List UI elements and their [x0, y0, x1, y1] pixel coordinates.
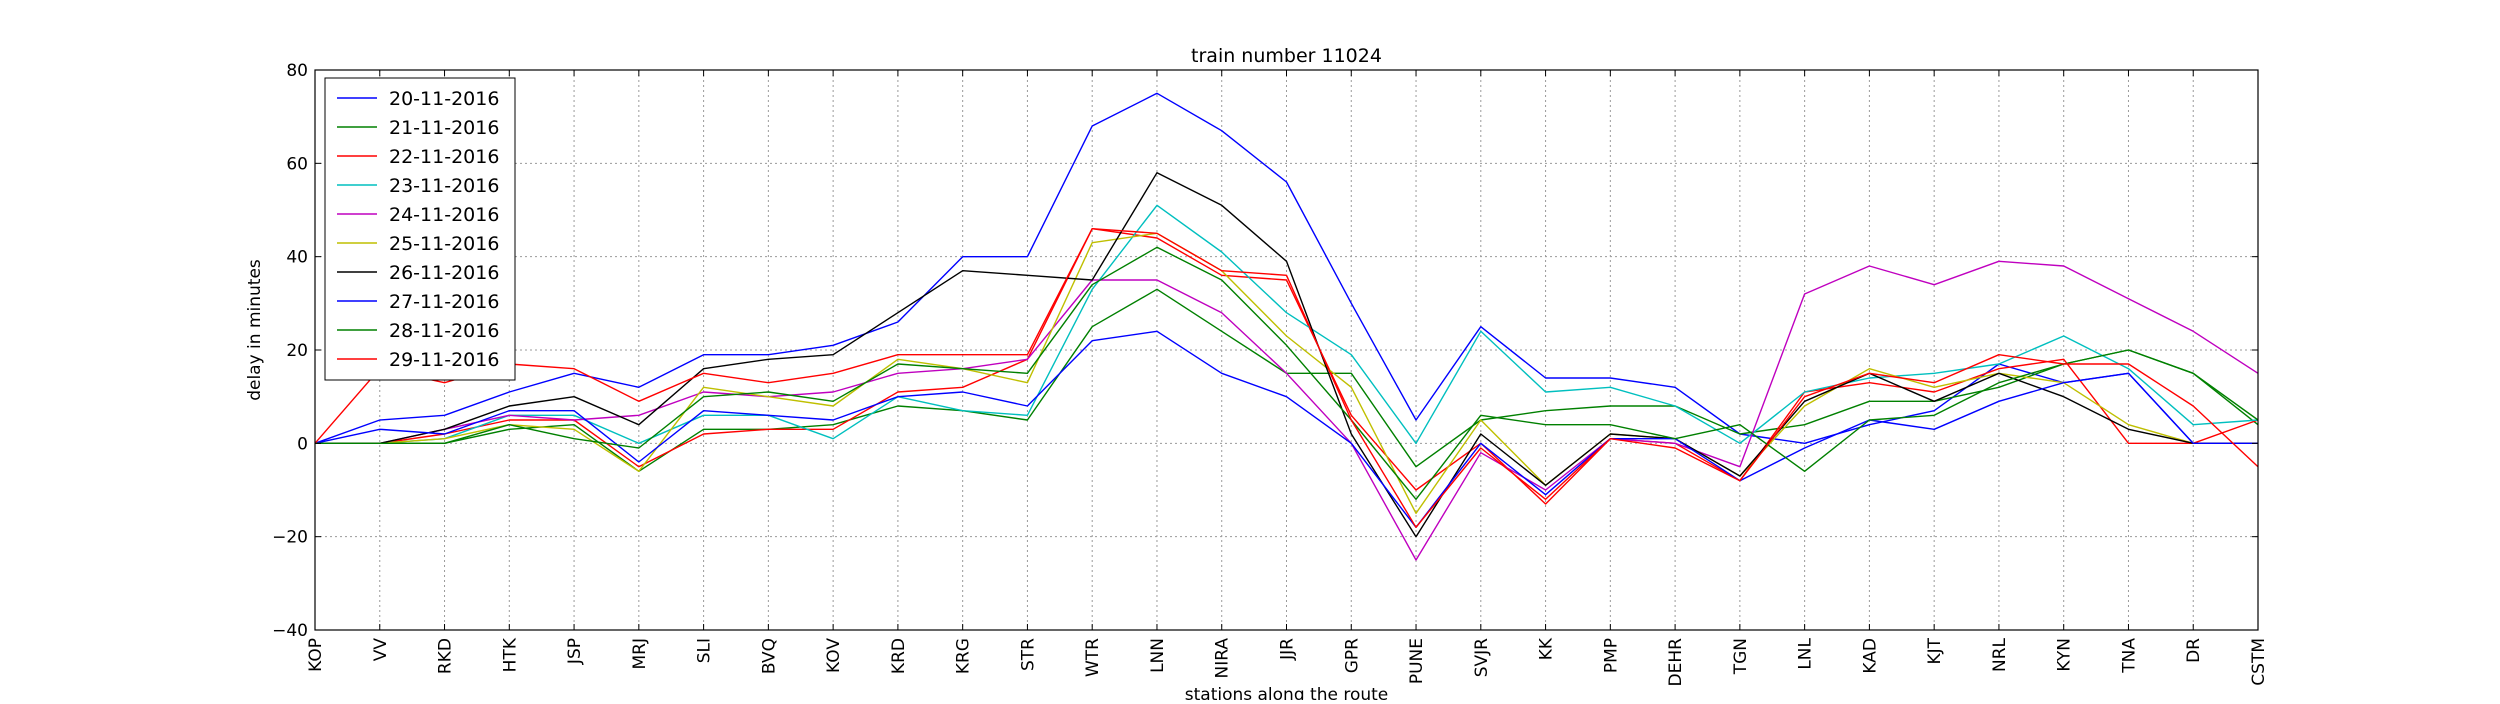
legend: 20-11-2016 21-11-2016 22-11-2016 23-11-2016… [324, 77, 516, 381]
y-tick-label: −20 [272, 528, 308, 548]
legend-label: 26-11-2016 [389, 262, 499, 284]
x-tick-label: KAD [1860, 638, 1880, 674]
y-axis-title: delay in minutes [245, 259, 265, 401]
y-tick-label: −40 [272, 621, 308, 641]
x-tick-label: KJT [1925, 637, 1945, 664]
x-tick-label: KK [1537, 637, 1557, 660]
legend-label: 23-11-2016 [389, 175, 499, 197]
y-tick-label: 80 [286, 61, 308, 81]
x-tick-label: DEHR [1666, 638, 1686, 687]
x-tick-label: TNA [2119, 638, 2139, 674]
y-tick-label: 40 [286, 248, 308, 268]
axis-ticks [314, 69, 2259, 631]
legend-label: 27-11-2016 [389, 291, 499, 313]
x-tick-label: CSTM [2249, 638, 2269, 686]
chart-title: train number 11024 [1191, 45, 1382, 67]
series-line [315, 204, 2259, 444]
x-tick-label: VV [371, 638, 391, 662]
legend-label: 22-11-2016 [389, 146, 499, 168]
x-tick-label: PUNE [1407, 638, 1427, 684]
x-tick-label: KOV [824, 638, 844, 673]
series-lines [314, 92, 2259, 561]
x-axis-title: stations along the route [1185, 685, 1389, 700]
x-tick-label: KRG [954, 638, 974, 674]
x-tick-labels: KOP VV RKD HTK JSP MRJ SLI BVQ KOV KRD KRG STR WTR LN… [306, 637, 2269, 686]
y-tick-label: 20 [286, 341, 308, 361]
x-tick-label: SLI [695, 638, 715, 663]
legend-label: 28-11-2016 [389, 320, 499, 342]
x-tick-label: GPR [1342, 638, 1362, 673]
y-tick-label: 60 [286, 154, 308, 174]
x-tick-label: NIRA [1213, 638, 1233, 679]
series-line [315, 227, 2259, 505]
x-tick-label: NRL [1990, 637, 2010, 672]
x-tick-label: WTR [1083, 638, 1103, 677]
x-tick-label: BVQ [759, 638, 779, 674]
y-tick-labels: 80 60 40 20 0 −20 −40 [272, 61, 308, 641]
series-line [315, 260, 2259, 561]
series-line [314, 227, 2259, 528]
legend-label: 25-11-2016 [389, 233, 499, 255]
x-tick-label: JSP [565, 638, 585, 665]
y-tick-label: 0 [297, 434, 308, 454]
legend-label: 24-11-2016 [389, 204, 499, 226]
series-line [315, 232, 2258, 514]
series-line [315, 246, 2259, 500]
series-line [314, 92, 2258, 444]
legend-label: 29-11-2016 [389, 349, 499, 371]
x-tick-label: KYN [2055, 638, 2075, 672]
x-tick-label: PMP [1601, 638, 1621, 673]
x-tick-label: JJR [1278, 638, 1298, 661]
x-tick-label: LNL [1796, 637, 1816, 669]
x-tick-label: HTK [500, 637, 520, 672]
series-line [315, 171, 2258, 538]
x-tick-label: TGN [1731, 638, 1751, 675]
x-tick-label: KRD [889, 638, 909, 674]
x-tick-label: MRJ [630, 638, 650, 670]
legend-label: 21-11-2016 [389, 117, 499, 139]
x-tick-label: KOP [306, 638, 326, 672]
x-tick-label: RKD [436, 638, 456, 674]
legend-label: 20-11-2016 [389, 88, 499, 110]
x-tick-label: DR [2184, 638, 2204, 663]
x-tick-label: SVJR [1472, 638, 1492, 677]
x-tick-label: LNN [1148, 638, 1168, 673]
series-line [314, 330, 2258, 528]
x-tick-label: STR [1018, 638, 1038, 671]
